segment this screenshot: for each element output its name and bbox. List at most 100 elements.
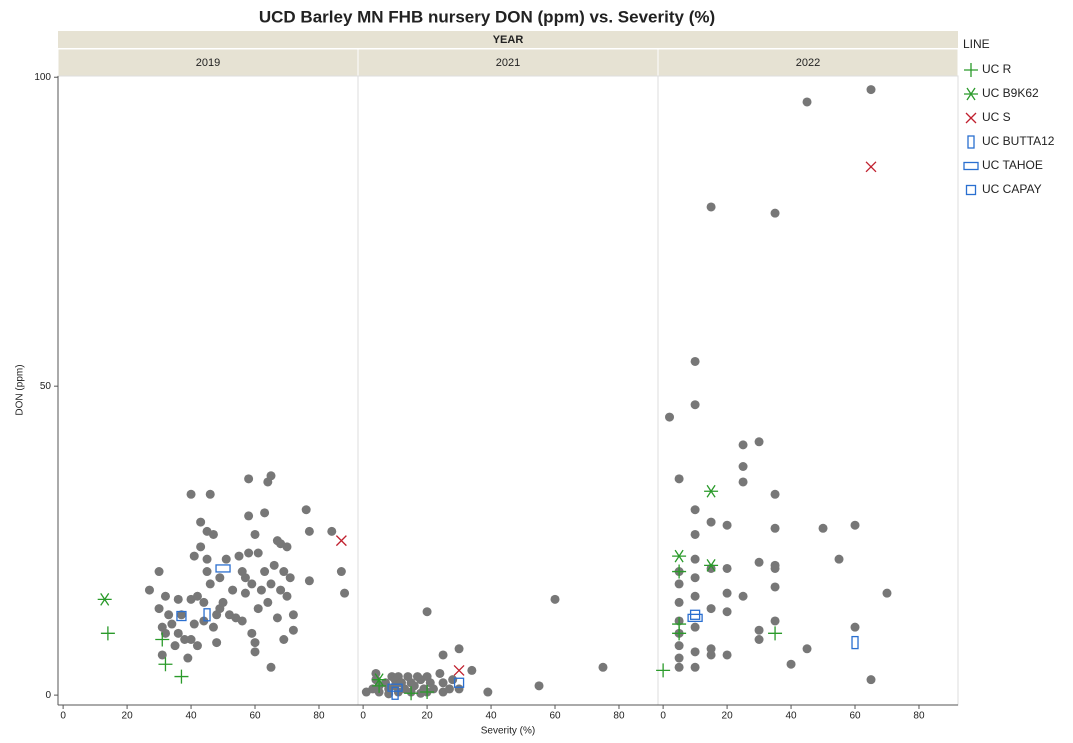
point [253, 604, 263, 614]
point [866, 675, 876, 685]
point [444, 684, 454, 694]
legend-label: UC BUTTA12 [982, 134, 1055, 148]
point [228, 585, 238, 595]
point [170, 641, 180, 651]
legend-marker [967, 135, 975, 149]
y-tick-label: 100 [34, 72, 51, 83]
point [422, 607, 432, 617]
point [448, 675, 458, 685]
legend-label: UC TAHOE [982, 158, 1043, 172]
point [250, 529, 260, 539]
point [244, 548, 254, 558]
point [282, 542, 292, 552]
point [690, 505, 700, 515]
legend-label: UC S [982, 110, 1011, 124]
point [786, 659, 796, 669]
point [215, 564, 231, 573]
point [301, 505, 311, 515]
point [247, 579, 257, 589]
legend-label: UC B9K62 [982, 86, 1039, 100]
x-tick-label: 20 [722, 711, 734, 722]
point [250, 647, 260, 657]
point [483, 687, 493, 697]
chart-title: UCD Barley MN FHB nursery DON (ppm) vs. … [259, 7, 715, 26]
point [247, 628, 257, 638]
point [263, 597, 273, 607]
point [240, 573, 250, 583]
point [706, 650, 716, 660]
point [850, 520, 860, 530]
point [158, 657, 173, 672]
point [722, 607, 732, 617]
point [802, 644, 812, 654]
point [850, 622, 860, 632]
point [674, 641, 684, 651]
point [154, 604, 164, 614]
point [706, 202, 716, 212]
point [173, 628, 183, 638]
point [687, 613, 703, 623]
point [387, 683, 403, 692]
point [205, 579, 215, 589]
point [690, 529, 700, 539]
panel-header [657, 48, 959, 77]
point [818, 523, 828, 533]
legend-marker [964, 87, 978, 101]
point [260, 508, 270, 518]
point [279, 567, 289, 577]
point [428, 684, 438, 694]
x-tick-label: 80 [613, 711, 625, 722]
point [336, 567, 346, 577]
point [212, 638, 222, 648]
point [276, 585, 286, 595]
legend-label: UC R [982, 62, 1012, 76]
y-tick-label: 0 [45, 690, 51, 701]
legend-title: LINE [963, 37, 990, 51]
point [391, 686, 399, 700]
point [690, 591, 700, 601]
point [327, 526, 337, 536]
x-tick-label: 20 [122, 711, 134, 722]
x-tick-label: 60 [849, 711, 861, 722]
point [706, 517, 716, 527]
point [704, 484, 719, 498]
point [288, 610, 298, 620]
point [598, 662, 608, 672]
point [180, 635, 190, 645]
y-axis-label: DON (ppm) [15, 364, 26, 415]
point [202, 554, 212, 564]
point [706, 604, 716, 614]
point [253, 548, 263, 558]
x-tick-label: 0 [360, 711, 366, 722]
point [196, 542, 206, 552]
point [183, 653, 193, 663]
point [672, 549, 687, 563]
facet-title: YEAR [493, 34, 524, 46]
point [244, 474, 254, 484]
point [454, 644, 464, 654]
x-tick-label: 20 [422, 711, 434, 722]
point [690, 622, 700, 632]
point [706, 644, 716, 654]
point [754, 557, 764, 567]
panel-label: 2021 [496, 57, 520, 69]
point [288, 625, 298, 635]
x-tick-label: 0 [60, 711, 66, 722]
point [240, 588, 250, 598]
point [186, 635, 196, 645]
point [282, 591, 292, 601]
point [340, 588, 350, 598]
point [453, 677, 465, 688]
facet-header [58, 31, 958, 48]
point [738, 440, 748, 450]
point [173, 594, 183, 604]
point [196, 517, 206, 527]
point [770, 563, 780, 573]
point [882, 588, 892, 598]
x-tick-label: 0 [660, 711, 666, 722]
point [704, 558, 719, 572]
point [160, 591, 170, 601]
point [665, 412, 675, 422]
point [770, 208, 780, 218]
point [467, 665, 477, 675]
